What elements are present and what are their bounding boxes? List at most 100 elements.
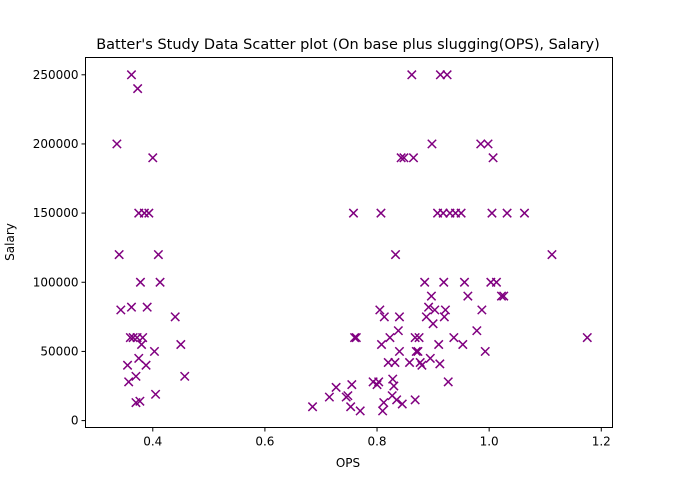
data-point [347,379,357,390]
data-point [404,357,415,368]
data-point [331,382,341,393]
y-tick-label: 0 [71,414,79,428]
data-point [458,339,468,350]
data-point [433,339,444,350]
y-tick-label: 100000 [33,275,79,289]
data-point [459,277,470,287]
data-point [150,389,161,400]
data-point [345,402,356,412]
chart-title: Batter's Study Data Scatter plot (On bas… [96,37,600,53]
data-point [376,208,386,218]
data-point [496,291,507,301]
data-point [399,153,409,163]
data-point [519,208,530,218]
data-point [396,153,406,163]
data-point [383,357,393,368]
data-point [135,277,146,287]
data-point [142,302,152,312]
data-point [144,208,154,218]
data-point [414,332,424,343]
data-point [428,319,438,329]
data-point [376,339,387,350]
data-points [112,70,593,416]
x-tick-label: 1.0 [480,435,499,449]
data-point [112,139,122,149]
data-point [116,305,126,315]
data-point [128,332,138,343]
data-point [390,249,401,260]
data-point [122,360,133,370]
data-point [372,379,382,390]
data-point [502,208,512,218]
y-tick-label: 50000 [40,344,78,358]
data-point [483,139,493,149]
data-point [176,339,186,350]
data-point [435,359,445,369]
data-point [139,208,150,218]
data-point [385,332,395,343]
data-point [351,332,362,343]
data-point [440,305,451,315]
data-point [487,208,497,218]
data-point [141,360,151,370]
data-point [126,70,137,80]
data-point [355,406,365,416]
data-point [488,153,498,163]
data-point [377,406,388,416]
data-point [411,346,422,357]
data-point [417,360,427,370]
data-point [410,395,420,405]
data-point [349,332,360,343]
data-point [472,325,482,336]
data-point [343,390,353,401]
plot-frame [85,57,613,428]
data-point [348,208,359,218]
x-axis: 0.4 0.6 0.8 1.0 1.2 [143,427,611,449]
data-point [439,277,449,287]
data-point [134,353,144,364]
data-point [499,291,509,301]
data-point [180,371,190,382]
data-point [307,402,318,412]
data-point [379,312,390,322]
data-point [410,332,420,343]
data-point [442,70,452,80]
data-point [407,70,417,80]
data-point [435,70,446,80]
data-point [126,302,137,312]
data-point [148,153,158,163]
data-point [394,312,405,322]
data-point [430,305,440,315]
x-tick-label: 0.6 [255,435,274,449]
data-point [375,305,385,315]
data-point [547,249,557,260]
data-point [419,277,430,287]
x-axis-label: OPS [336,456,360,470]
data-point [137,332,148,343]
y-axis: 0 50000 100000 150000 200000 250000 [33,68,86,428]
data-point [438,208,448,218]
data-point [456,208,466,218]
data-point [131,371,141,382]
y-axis-label: Salary [3,223,17,261]
y-tick-label: 200000 [33,137,79,151]
data-point [391,395,402,405]
data-point [449,332,459,343]
data-point [114,249,124,260]
y-tick-label: 150000 [33,206,79,220]
data-point [135,396,145,406]
data-point [393,325,404,336]
data-point [324,392,335,402]
data-point [132,83,143,94]
data-point [153,249,164,260]
data-point [582,332,593,343]
data-point [476,139,486,149]
data-point [394,346,405,357]
x-tick-label: 0.8 [367,435,386,449]
data-point [480,346,490,357]
data-point [423,302,434,312]
data-point [443,377,453,387]
y-tick-label: 250000 [33,68,79,82]
data-point [426,291,437,301]
